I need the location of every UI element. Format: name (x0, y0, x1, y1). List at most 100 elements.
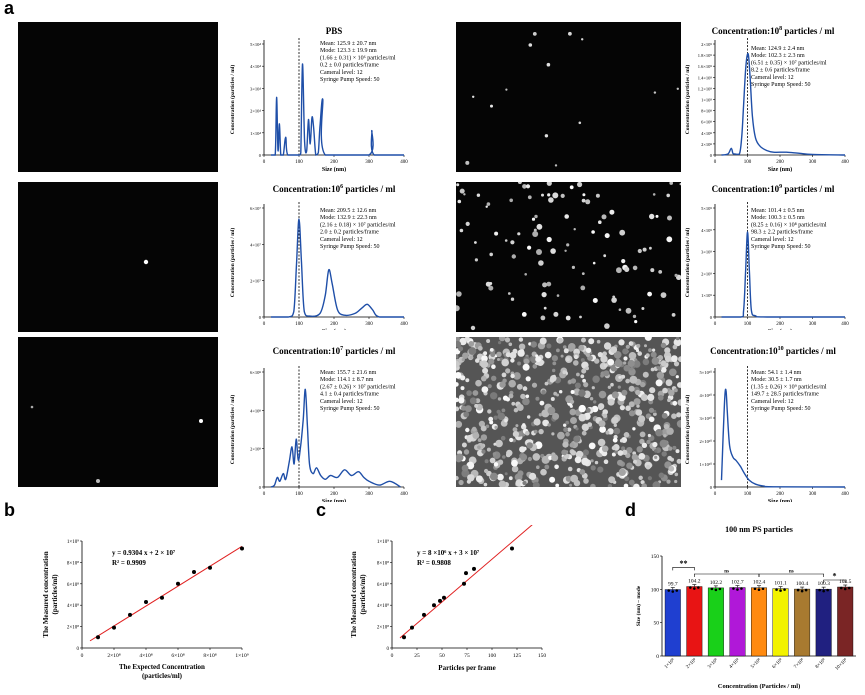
particle (574, 382, 581, 389)
particle (635, 389, 641, 396)
particle (613, 423, 617, 427)
particle (614, 449, 619, 454)
particle (649, 213, 655, 220)
particle (622, 449, 628, 455)
particle (511, 254, 516, 259)
replicate-point (779, 589, 782, 592)
particle (505, 88, 508, 91)
y-tick-label: 150 (651, 554, 660, 560)
particle (608, 476, 616, 484)
significance-label: ns (789, 570, 794, 575)
particle (625, 378, 630, 384)
particle (461, 442, 467, 448)
particle (459, 188, 465, 194)
particle (557, 431, 565, 440)
stats-line: Cameral level: 12 (320, 70, 363, 76)
particle (673, 361, 680, 367)
x-tick-label: 4×10⁸ (728, 657, 741, 670)
data-point (208, 565, 212, 570)
particle (549, 476, 556, 483)
particle (546, 236, 552, 243)
y-tick-label: 1.8×10⁹ (698, 53, 713, 58)
particle (611, 297, 617, 303)
size-distribution-curve (270, 388, 401, 488)
particle (621, 374, 626, 379)
replicate-point (714, 588, 718, 592)
particle (462, 352, 469, 359)
particle (581, 368, 587, 374)
data-point (144, 599, 148, 604)
particle (456, 305, 460, 312)
data-point (240, 546, 244, 551)
particle (490, 351, 496, 357)
particle (598, 420, 606, 428)
stats-line: Mode: 123.3 ± 19.9 nm (320, 48, 377, 54)
replicate-point (761, 587, 765, 591)
fit-line (89, 545, 243, 642)
particle (612, 295, 616, 299)
particle (569, 408, 577, 416)
particle (654, 455, 658, 459)
stats-line: Mode: 114.1 ± 8.7 nm (320, 377, 374, 383)
particle (560, 354, 564, 358)
y-tick-label: 1.6×10⁹ (698, 64, 713, 69)
particle (626, 447, 633, 454)
particle (522, 363, 530, 371)
particle (675, 337, 680, 341)
particle (463, 193, 466, 196)
particle (618, 375, 622, 379)
bar-value-label: 102.7 (731, 580, 744, 586)
x-tick-label: 100 (744, 492, 752, 497)
particle (660, 342, 667, 348)
particle (645, 464, 651, 470)
particle (501, 372, 507, 378)
particle (505, 352, 511, 358)
particle (510, 240, 515, 245)
stats-line: Mean: 209.5 ± 12.6 nm (320, 208, 377, 214)
particle (588, 442, 596, 450)
particle (623, 432, 630, 438)
particle (627, 359, 635, 368)
particle (676, 420, 681, 428)
particle (552, 412, 560, 420)
particle (655, 379, 663, 387)
y-tick-label: 5×10⁹ (701, 206, 712, 211)
particle (561, 449, 568, 456)
x-tick-label: 300 (365, 322, 373, 327)
particle (522, 386, 528, 391)
particle (480, 360, 489, 369)
particle (510, 297, 515, 301)
data-point (402, 635, 406, 640)
particle (672, 400, 678, 406)
particle (635, 348, 640, 353)
particle (664, 355, 672, 362)
particle (580, 374, 585, 379)
particle (569, 442, 575, 448)
x-tick-label: 0 (714, 492, 717, 497)
particle (673, 338, 681, 347)
particle (525, 376, 531, 382)
particle (623, 356, 628, 361)
particle (481, 449, 486, 454)
particle (585, 199, 591, 205)
particle (550, 397, 555, 401)
replicate-point (675, 589, 679, 592)
particle (603, 370, 610, 377)
particle (541, 455, 550, 464)
particle (659, 439, 668, 448)
particle (459, 228, 464, 233)
particle (486, 339, 491, 343)
particle (456, 360, 460, 368)
particle (602, 409, 608, 415)
particle (650, 351, 657, 358)
particle (592, 261, 596, 265)
particle (573, 479, 581, 487)
particle (581, 272, 585, 275)
particle (520, 349, 525, 354)
particle (534, 214, 538, 219)
stats-line: Syringe Pump Speed: 50 (320, 406, 380, 412)
particle (485, 205, 488, 208)
particle (516, 383, 523, 390)
particle (554, 164, 558, 167)
x-tick-label: 10×10⁸ (834, 657, 849, 672)
